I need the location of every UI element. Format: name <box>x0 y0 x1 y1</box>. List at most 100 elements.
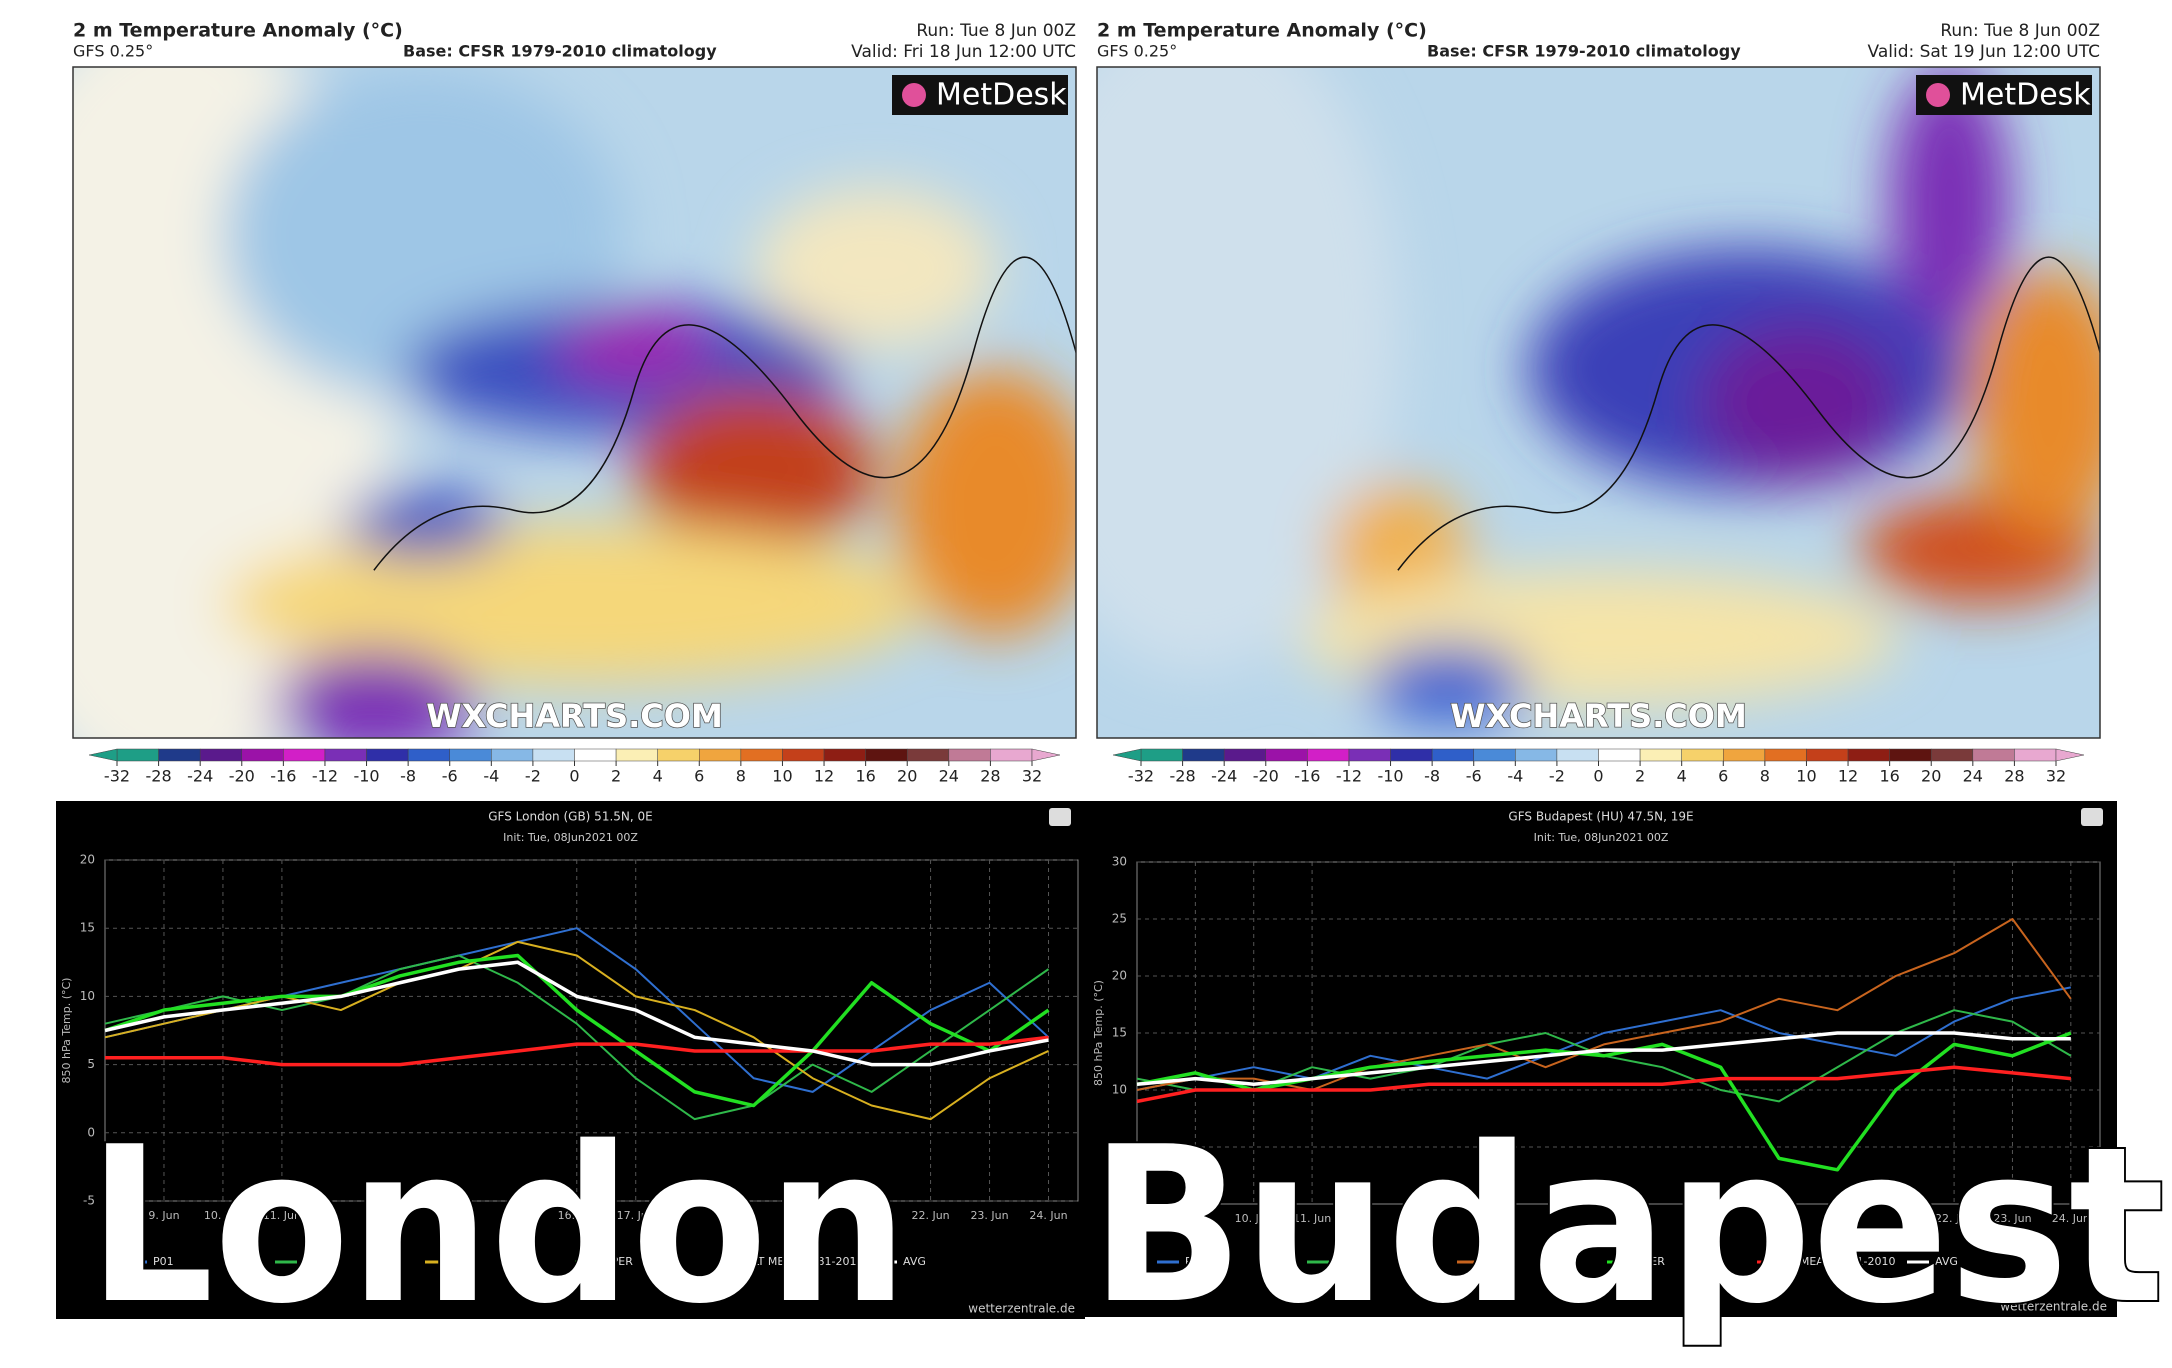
colorbar-segment <box>324 748 367 762</box>
colorbar-segment <box>1556 748 1599 762</box>
series-line <box>104 940 1049 1121</box>
legend-label[interactable]: OPER <box>603 1255 633 1268</box>
overlay-label: Budapest <box>1090 1100 2165 1351</box>
colorbar-segment <box>283 748 326 762</box>
colorbar-label: 12 <box>1838 767 1858 786</box>
y-tick-label: 5 <box>1119 1140 1127 1154</box>
colorbar-segment <box>449 748 492 762</box>
colorbar-label: -24 <box>1211 767 1237 786</box>
colorbar-label: 32 <box>1022 767 1042 786</box>
colorbar-label: 0 <box>1593 767 1603 786</box>
legend-label[interactable]: OPER <box>1635 1255 1665 1268</box>
logo-icon <box>902 83 926 107</box>
legend-label[interactable]: AVG <box>1935 1255 1958 1268</box>
legend-label[interactable]: P01 <box>153 1255 174 1268</box>
colorbar-segment <box>1390 748 1433 762</box>
anomaly-area <box>554 315 715 383</box>
colorbar-segment <box>158 748 201 762</box>
map-base: Base: CFSR 1979-2010 climatology <box>1427 42 1741 61</box>
legend-label[interactable]: LT MEAN 1981-2010 <box>753 1255 863 1268</box>
colorbar-segment <box>906 748 950 762</box>
colorbar-label: 24 <box>939 767 959 786</box>
colorbar-label: -8 <box>1424 767 1440 786</box>
legend-label[interactable]: P02 <box>1185 1255 1206 1268</box>
colorbar-segment <box>532 748 575 762</box>
colorbar-arrow <box>2055 748 2085 762</box>
menu-button[interactable] <box>2081 808 2103 826</box>
colorbar-label: 28 <box>2004 767 2024 786</box>
colorbar-label: 6 <box>1718 767 1728 786</box>
colorbar-label: -10 <box>1377 767 1403 786</box>
series-line <box>105 1035 1049 1067</box>
anomaly-area <box>1889 67 2010 336</box>
colorbar-label: 6 <box>694 767 704 786</box>
colorbar-label: 10 <box>772 767 792 786</box>
colorbar-segment <box>1182 748 1225 762</box>
colorbar-label: -2 <box>1549 767 1565 786</box>
colorbar-segment <box>1764 748 1807 762</box>
colorbar-label: -2 <box>525 767 541 786</box>
colorbar-segment <box>1681 748 1724 762</box>
colorbar-label: -6 <box>442 767 458 786</box>
map-frame <box>1096 66 2101 739</box>
colorbar-label: -16 <box>1294 767 1320 786</box>
map-base: Base: CFSR 1979-2010 climatology <box>403 42 717 61</box>
colorbar-segment <box>1223 748 1267 762</box>
map-valid: Valid: Fri 18 Jun 12:00 UTC <box>851 42 1076 62</box>
y-axis-label: 850 hPa Temp. (°C) <box>60 978 73 1084</box>
colorbar-label: -4 <box>1507 767 1523 786</box>
x-tick-label: 22. Jun <box>1935 1212 1973 1225</box>
colorbar-segment <box>1930 748 1974 762</box>
map-model: GFS 0.25° <box>1097 42 1177 61</box>
colorbar-segment <box>1515 748 1558 762</box>
colorbar-label: -28 <box>146 767 172 786</box>
x-tick-label: 24. Jun <box>2052 1212 2090 1225</box>
overlay-label: London <box>88 1100 908 1351</box>
logo: MetDesk <box>1960 78 2091 113</box>
map-field <box>1097 67 2100 738</box>
anomaly-area <box>895 368 1076 638</box>
anomaly-area <box>1367 644 1529 725</box>
y-tick-label: 10 <box>1112 1083 1127 1097</box>
legend-label[interactable]: P13 <box>1485 1255 1506 1268</box>
logo-icon <box>1926 83 1950 107</box>
menu-button[interactable] <box>1049 808 1071 826</box>
source: wetterzentrale.de <box>968 1302 1075 1316</box>
colorbar-segment <box>241 748 284 762</box>
y-tick-label: 5 <box>87 1057 95 1071</box>
map-title: 2 m Temperature Anomaly (°C) <box>73 20 403 42</box>
colorbar-label: -28 <box>1170 767 1196 786</box>
anomaly-area <box>223 523 926 685</box>
colorbar-label: -20 <box>1253 767 1279 786</box>
legend-label[interactable]: P14 <box>453 1255 474 1268</box>
chart-subtitle: Init: Tue, 08Jun2021 00Z <box>503 831 638 844</box>
y-tick-label: 20 <box>1112 969 1127 983</box>
colorbar-segment <box>740 748 783 762</box>
colorbar-segment <box>657 748 700 762</box>
colorbar-label: -4 <box>483 767 499 786</box>
anomaly-area <box>1698 321 1900 484</box>
y-tick-label: 10 <box>80 989 95 1003</box>
x-tick-label: 22. Jun <box>911 1209 949 1222</box>
x-tick-label: 9. Jun <box>148 1209 179 1222</box>
legend-label[interactable]: P10 <box>1335 1255 1356 1268</box>
colorbar-label: 2 <box>611 767 621 786</box>
colorbar-label: 4 <box>1677 767 1687 786</box>
legend-label[interactable]: AVG <box>903 1255 926 1268</box>
chart-subtitle: Init: Tue, 08Jun2021 00Z <box>1534 831 1669 844</box>
legend-label[interactable]: LT MEAN 1981-2010 <box>1785 1255 1895 1268</box>
source: wetterzentrale.de <box>2000 1300 2107 1314</box>
colorbar-segment <box>782 748 825 762</box>
colorbar-label: -24 <box>187 767 213 786</box>
legend-label[interactable]: P10 <box>303 1255 324 1268</box>
colorbar-segment <box>1806 748 1849 762</box>
chart-background <box>1085 801 2117 1317</box>
y-tick-label: -5 <box>83 1194 95 1208</box>
watermark: WXCHARTS.COM <box>426 697 723 735</box>
chart-title: GFS Budapest (HU) 47.5N, 19E <box>1508 810 1693 824</box>
series-line <box>104 960 1049 1067</box>
colorbar-segment <box>116 748 159 762</box>
series-line <box>1136 918 2072 1091</box>
colorbar-label: -10 <box>353 767 379 786</box>
